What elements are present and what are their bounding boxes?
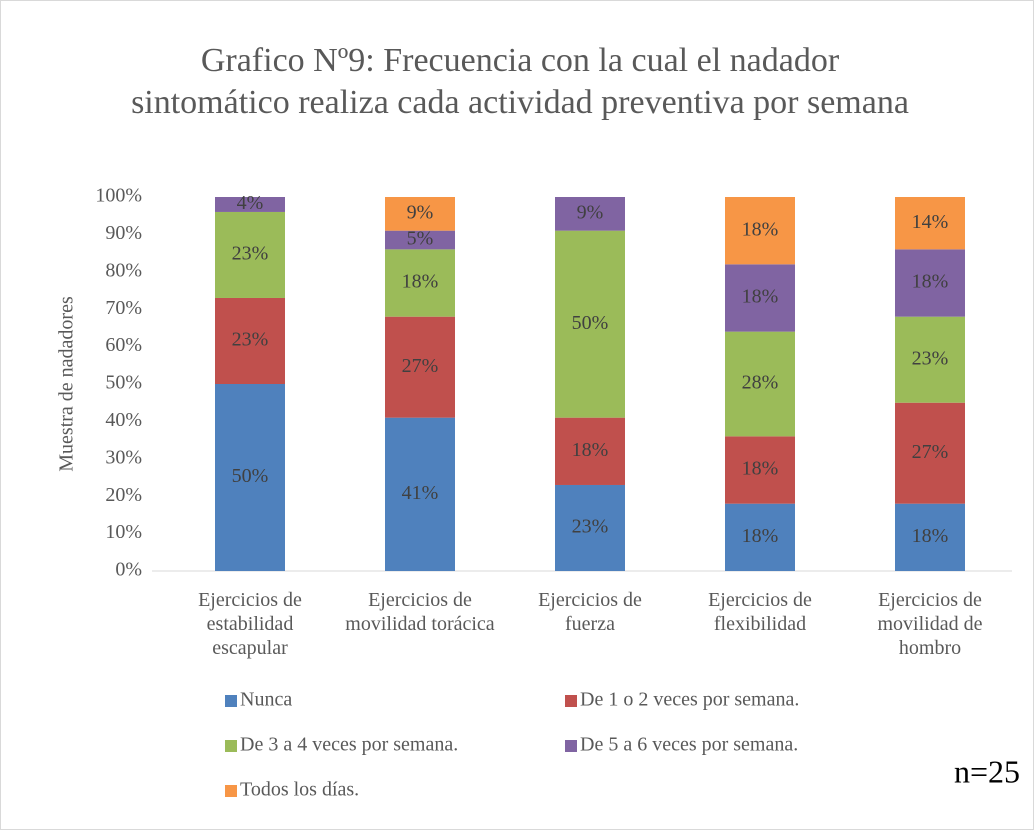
bar-segment	[895, 316, 965, 403]
bar-segment	[385, 230, 455, 250]
legend-swatch	[565, 740, 577, 752]
data-label: 5%	[407, 228, 434, 250]
y-tick-label: 40%	[105, 409, 142, 431]
bar-segment	[385, 249, 455, 317]
data-label: 23%	[912, 347, 949, 369]
bar-segment	[895, 402, 965, 504]
data-label: 28%	[742, 372, 779, 394]
y-tick-label: 100%	[95, 185, 142, 207]
legend-swatch	[225, 740, 237, 752]
y-tick-label: 20%	[105, 484, 142, 506]
data-label: 18%	[572, 439, 609, 461]
bar-segment	[215, 197, 285, 212]
data-label: 23%	[232, 243, 269, 265]
data-label: 27%	[912, 441, 949, 463]
y-tick-label: 50%	[105, 372, 142, 394]
bar-segment	[895, 197, 965, 250]
data-label: 18%	[742, 525, 779, 547]
data-label: 50%	[232, 465, 269, 487]
data-label: 9%	[577, 201, 604, 223]
bar-segment	[725, 503, 795, 571]
y-axis-label: Muestra de nadadores	[56, 296, 78, 472]
data-label: 23%	[232, 329, 269, 351]
x-tick-label: Ejercicios de estabilidad escapular	[198, 589, 302, 659]
x-tick-label: Ejercicios de fuerza	[538, 589, 642, 635]
bar-segment	[385, 197, 455, 231]
data-label: 27%	[402, 355, 439, 377]
bar-segment	[385, 316, 455, 418]
data-label: 18%	[912, 525, 949, 547]
bar-segment	[215, 384, 285, 571]
bar-segment	[725, 331, 795, 437]
legend-swatch	[225, 695, 237, 707]
data-label: 18%	[742, 218, 779, 240]
y-tick-label: 70%	[105, 297, 142, 319]
legend-label: Nunca	[240, 689, 292, 711]
x-tick-label: Ejercicios de movilidad de hombro	[877, 589, 983, 659]
y-tick-label: 30%	[105, 446, 142, 468]
bar-segment	[555, 197, 625, 231]
y-tick-label: 0%	[115, 559, 142, 581]
bar-segment	[215, 297, 285, 384]
bar-segment	[215, 211, 285, 298]
legend-label: De 5 a 6 veces por semana.	[580, 734, 798, 756]
data-label: 18%	[912, 271, 949, 293]
y-tick-label: 10%	[105, 521, 142, 543]
y-tick-label: 80%	[105, 259, 142, 281]
annotation: n=25	[954, 753, 1020, 789]
x-tick-label: Ejercicios de flexibilidad	[708, 589, 812, 635]
bar-segment	[895, 503, 965, 571]
y-tick-label: 90%	[105, 222, 142, 244]
data-label: 50%	[572, 312, 609, 334]
data-label: 14%	[912, 211, 949, 233]
data-label: 18%	[742, 286, 779, 308]
data-label: 41%	[402, 482, 439, 504]
legend-swatch	[565, 695, 577, 707]
data-label: 23%	[572, 516, 609, 538]
bar-segment	[725, 436, 795, 504]
bar-segment	[385, 417, 455, 571]
bar-segment	[895, 249, 965, 317]
bar-segment	[725, 264, 795, 332]
x-tick-label: Ejercicios de movilidad torácica	[345, 589, 495, 635]
data-label: 9%	[407, 201, 434, 223]
legend-swatch	[225, 785, 237, 797]
data-label: 4%	[237, 192, 264, 214]
bar-segment	[555, 484, 625, 571]
legend-label: Todos los días.	[240, 779, 359, 801]
chart-title: Grafico Nº9: Frecuencia con la cual el n…	[131, 42, 909, 121]
bar-segment	[555, 230, 625, 418]
bar-segment	[555, 417, 625, 485]
data-label: 18%	[402, 271, 439, 293]
legend-label: De 3 a 4 veces por semana.	[240, 734, 458, 756]
y-tick-label: 60%	[105, 334, 142, 356]
legend-label: De 1 o 2 veces por semana.	[580, 689, 799, 711]
bar-segment	[725, 197, 795, 265]
data-label: 18%	[742, 458, 779, 480]
